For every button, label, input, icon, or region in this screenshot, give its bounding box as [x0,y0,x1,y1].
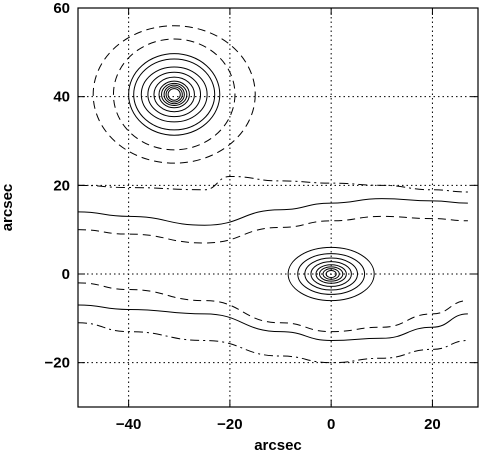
envelope-contour [77,322,468,364]
contour-level [158,80,190,109]
contour-level [165,86,183,103]
contour-level-dashed [92,25,256,164]
contour-level [325,269,337,279]
envelope-contour [77,304,468,342]
plot-frame [77,7,479,408]
envelope-contour [77,198,468,226]
contour-level [167,88,181,101]
y-tick-label: −20 [45,355,70,372]
contour-level [153,76,195,113]
x-tick-label: 20 [424,416,441,433]
contour-level [287,246,375,302]
grid-layer [78,8,478,407]
y-axis-title: arcsec [0,184,16,232]
envelope-contour [77,282,468,333]
contour-level [147,71,202,118]
x-tick-label: −20 [217,416,242,433]
contour-level [319,266,344,282]
contour-level [161,82,188,107]
x-tick-label: 0 [327,416,335,433]
contour-level [315,264,347,284]
x-axis-title: arcsec [254,437,302,454]
contour-layer [77,25,468,364]
envelope-contour [77,215,468,244]
x-tick-label: −40 [116,416,141,433]
y-tick-label: 20 [53,177,70,194]
y-tick-label: 40 [53,89,70,106]
y-tick-label: 0 [62,266,70,283]
contour-level [310,261,352,287]
envelope-contour [77,175,468,193]
contour-level [133,58,216,131]
contour-level-dashed [112,38,236,151]
contour-level [322,268,340,280]
contour-level [304,257,358,291]
tick-layer: −40 −20 0 20 −20 0 20 40 60 [45,0,478,433]
contour-level [140,66,208,123]
contour-level [297,253,366,295]
contour-level [163,84,185,105]
contour-level [128,53,221,136]
y-tick-label: 60 [53,0,70,17]
